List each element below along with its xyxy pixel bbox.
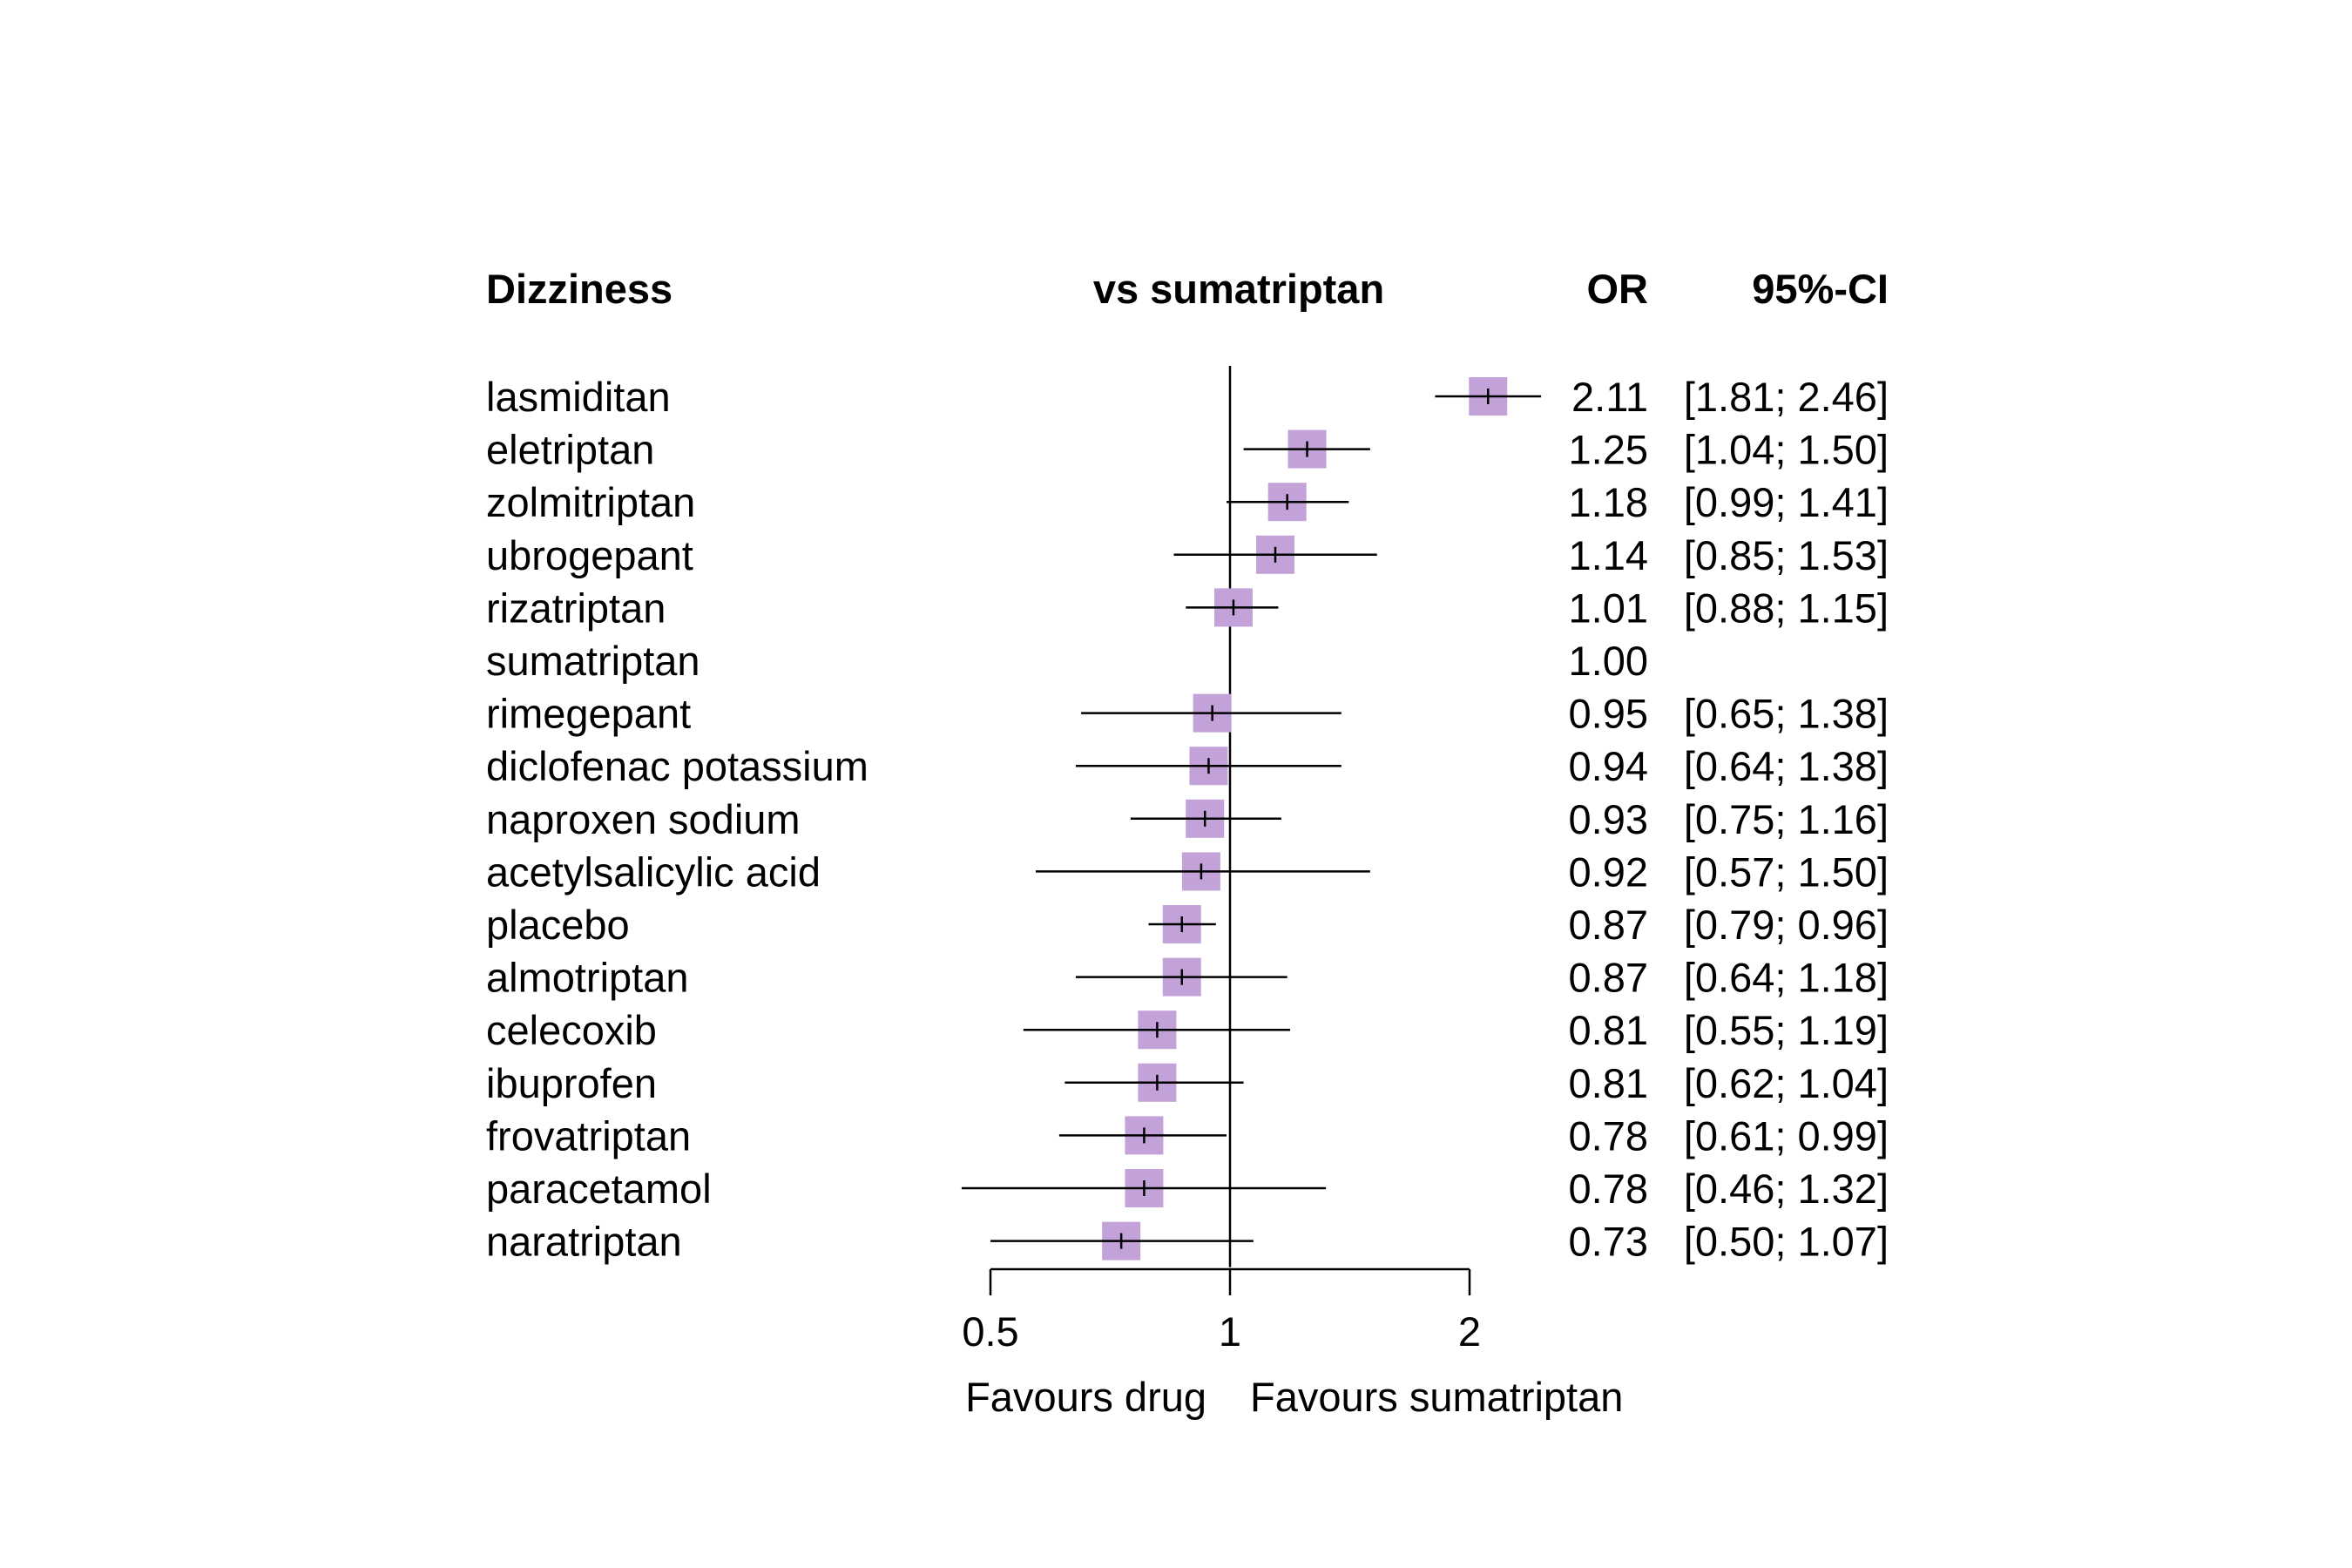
forest-row: diclofenac potassium 0.94 [0.64; 1.38]	[486, 743, 1889, 789]
row-ci-value: [0.85; 1.53]	[1684, 532, 1889, 578]
forest-row: eletriptan 1.25 [1.04; 1.50]	[486, 427, 1889, 473]
forest-row: naratriptan 0.73 [0.50; 1.07]	[486, 1219, 1889, 1265]
forest-row: frovatriptan 0.78 [0.61; 0.99]	[486, 1112, 1889, 1159]
row-or-value: 0.95	[1569, 691, 1648, 737]
x-axis: 0.5 1 2	[962, 1267, 1481, 1355]
row-ci-value: [0.75; 1.16]	[1684, 796, 1889, 842]
header-comparison: vs sumatriptan	[1093, 266, 1384, 312]
row-label: sumatriptan	[486, 638, 700, 684]
row-ci-value: [1.04; 1.50]	[1684, 427, 1889, 473]
row-label: zolmitriptan	[486, 479, 695, 525]
row-label: almotriptan	[486, 955, 689, 1001]
forest-row: sumatriptan 1.00	[486, 638, 1648, 684]
row-label: frovatriptan	[486, 1112, 691, 1159]
row-label: paracetamol	[486, 1166, 712, 1212]
row-or-value: 0.78	[1569, 1166, 1648, 1212]
row-or-value: 0.87	[1569, 955, 1648, 1001]
row-label: naratriptan	[486, 1219, 682, 1265]
row-ci-value: [0.65; 1.38]	[1684, 691, 1889, 737]
row-or-value: 0.81	[1569, 1007, 1648, 1053]
forest-row: paracetamol 0.78 [0.46; 1.32]	[486, 1166, 1889, 1212]
row-ci-value: [0.62; 1.04]	[1684, 1060, 1889, 1106]
row-ci-value: [0.64; 1.38]	[1684, 743, 1889, 789]
row-ci-value: [0.57; 1.50]	[1684, 848, 1889, 895]
row-or-value: 0.78	[1569, 1112, 1648, 1159]
row-or-value: 0.92	[1569, 848, 1648, 895]
header-ci: 95%-CI	[1752, 266, 1889, 312]
forest-row: zolmitriptan 1.18 [0.99; 1.41]	[486, 479, 1889, 525]
row-ci-value: [0.46; 1.32]	[1684, 1166, 1889, 1212]
forest-row: rizatriptan 1.01 [0.88; 1.15]	[486, 585, 1889, 631]
forest-row: acetylsalicylic acid 0.92 [0.57; 1.50]	[486, 848, 1889, 895]
favours-right-label: Favours sumatriptan	[1250, 1374, 1623, 1420]
x-tick-label: 2	[1458, 1308, 1481, 1355]
forest-row: almotriptan 0.87 [0.64; 1.18]	[486, 955, 1889, 1001]
forest-row: naproxen sodium 0.93 [0.75; 1.16]	[486, 796, 1889, 842]
row-ci-value: [0.50; 1.07]	[1684, 1219, 1889, 1265]
forest-row: ubrogepant 1.14 [0.85; 1.53]	[486, 532, 1889, 578]
forest-row: rimegepant 0.95 [0.65; 1.38]	[486, 691, 1889, 737]
row-label: ubrogepant	[486, 532, 693, 578]
x-tick-label: 1	[1219, 1308, 1241, 1355]
row-or-value: 0.87	[1569, 902, 1648, 948]
row-or-value: 0.73	[1569, 1219, 1648, 1265]
row-or-value: 1.14	[1569, 532, 1648, 578]
row-label: diclofenac potassium	[486, 743, 868, 789]
forest-rows: lasmiditan 2.11 [1.81; 2.46] eletriptan 1.25…	[486, 366, 1889, 1267]
row-label: placebo	[486, 902, 630, 948]
row-label: lasmiditan	[486, 374, 671, 420]
row-label: celecoxib	[486, 1007, 657, 1053]
row-label: acetylsalicylic acid	[486, 848, 821, 895]
forest-row: celecoxib 0.81 [0.55; 1.19]	[486, 1007, 1889, 1053]
forest-row: lasmiditan 2.11 [1.81; 2.46]	[486, 374, 1889, 420]
row-or-value: 2.11	[1571, 374, 1648, 420]
row-label: naproxen sodium	[486, 796, 801, 842]
favours-left-label: Favours drug	[965, 1374, 1206, 1420]
header-outcome: Dizziness	[486, 266, 672, 312]
row-or-value: 1.01	[1569, 585, 1648, 631]
row-or-value: 1.00	[1569, 638, 1648, 684]
forest-row: placebo 0.87 [0.79; 0.96]	[486, 902, 1889, 948]
row-label: rimegepant	[486, 691, 691, 737]
row-ci-value: [0.88; 1.15]	[1684, 585, 1889, 631]
row-ci-value: [0.61; 0.99]	[1684, 1112, 1889, 1159]
row-or-value: 0.94	[1569, 743, 1648, 789]
row-label: eletriptan	[486, 427, 654, 473]
row-ci-value: [0.55; 1.19]	[1684, 1007, 1889, 1053]
forest-row: ibuprofen 0.81 [0.62; 1.04]	[486, 1060, 1889, 1106]
row-ci-value: [0.79; 0.96]	[1684, 902, 1889, 948]
header-or: OR	[1587, 266, 1649, 312]
row-or-value: 0.93	[1569, 796, 1648, 842]
row-label: rizatriptan	[486, 585, 666, 631]
row-label: ibuprofen	[486, 1060, 657, 1106]
x-tick-label: 0.5	[962, 1308, 1018, 1355]
row-or-value: 1.18	[1569, 479, 1648, 525]
row-ci-value: [1.81; 2.46]	[1684, 374, 1889, 420]
row-or-value: 0.81	[1569, 1060, 1648, 1106]
row-ci-value: [0.64; 1.18]	[1684, 955, 1889, 1001]
row-or-value: 1.25	[1569, 427, 1648, 473]
row-ci-value: [0.99; 1.41]	[1684, 479, 1889, 525]
